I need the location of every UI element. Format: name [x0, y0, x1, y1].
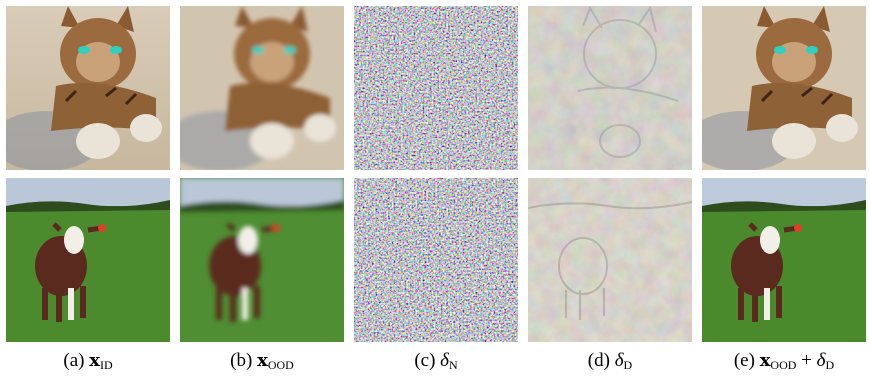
figure-captions: (a) xID (b) xOOD (c) δN (d) δD (e) xOOD …	[6, 346, 863, 380]
residual-pattern-1	[528, 6, 692, 170]
caption-a-symbol: x	[89, 350, 100, 371]
cat-noise-residual	[354, 6, 518, 170]
caption-b-prefix: (b)	[230, 350, 253, 371]
cat-id-picture	[6, 6, 170, 170]
cow-blurred-picture	[180, 178, 344, 342]
cat-diffusion-residual	[528, 6, 692, 170]
cat-restored-image	[702, 6, 866, 170]
noise-pattern-2	[354, 178, 518, 342]
caption-e-subscript: OOD	[770, 358, 797, 372]
cow-restored-picture	[702, 178, 866, 342]
caption-e-prefix: (e)	[733, 350, 755, 371]
caption-e-symbol: x	[759, 350, 771, 371]
cat-original-image	[6, 6, 170, 170]
caption-b: (b) xOOD	[180, 346, 344, 380]
caption-c-subscript: N	[449, 358, 458, 372]
caption-a-prefix: (a)	[63, 350, 85, 371]
caption-e-symbol2: δ	[816, 350, 826, 371]
caption-c: (c) δN	[354, 346, 518, 380]
caption-e-plus: +	[796, 350, 817, 371]
caption-a: (a) xID	[6, 346, 170, 380]
caption-e-subscript2: D	[825, 358, 835, 372]
cat-blurred-picture	[180, 6, 344, 170]
caption-d: (d) δD	[528, 346, 692, 380]
caption-b-symbol: x	[257, 350, 268, 371]
caption-c-symbol: δ	[440, 350, 449, 371]
cow-original-image	[6, 178, 170, 342]
cow-ood-image	[180, 178, 344, 342]
noise-pattern-1	[354, 6, 518, 170]
cow-noise-residual	[354, 178, 518, 342]
caption-d-symbol: δ	[614, 350, 624, 371]
cow-diffusion-residual	[528, 178, 692, 342]
caption-c-prefix: (c)	[414, 350, 436, 371]
figure-grid	[6, 6, 866, 342]
caption-d-prefix: (d)	[587, 350, 610, 371]
cat-restored-picture	[702, 6, 866, 170]
caption-e: (e) xOOD + δD	[702, 346, 866, 380]
caption-b-subscript: OOD	[267, 358, 294, 372]
caption-a-subscript: ID	[99, 358, 113, 372]
cow-restored-image	[702, 178, 866, 342]
cow-id-picture	[6, 178, 170, 342]
cat-ood-image	[180, 6, 344, 170]
caption-d-subscript: D	[623, 358, 633, 372]
residual-pattern-2	[528, 178, 692, 342]
